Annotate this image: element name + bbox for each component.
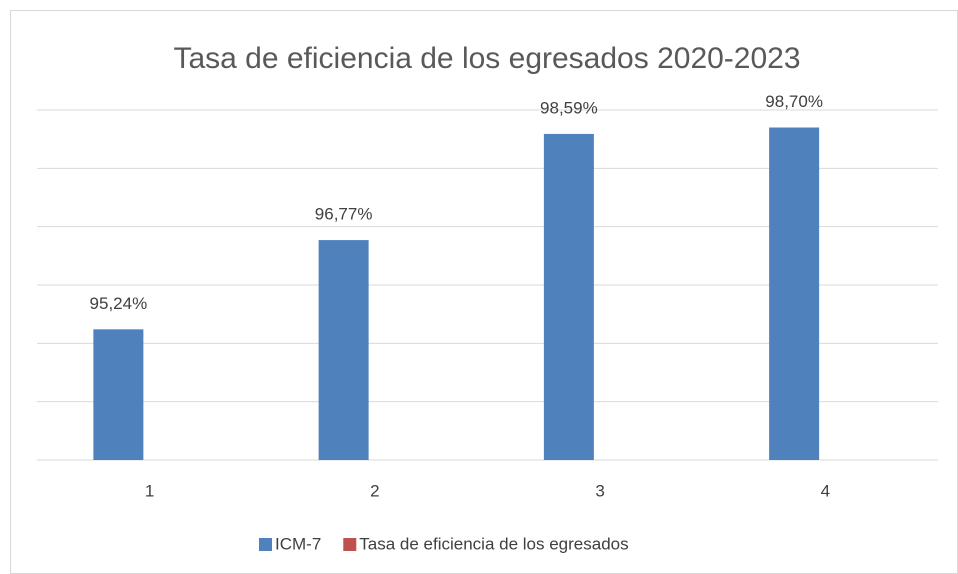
legend-swatch [259,538,272,551]
legend-swatch [343,538,357,551]
x-tick-label: 2 [370,481,379,500]
legend-label: ICM-7 [275,534,321,553]
bar [93,329,144,460]
bar [769,127,820,460]
data-label: 95,24% [90,294,148,313]
x-tick-label: 1 [145,481,154,500]
data-label: 98,70% [765,92,823,111]
bar [543,133,594,460]
chart-title: Tasa de eficiencia de los egresados 2020… [173,42,800,75]
data-label: 96,77% [315,205,373,224]
data-label: 98,59% [540,98,598,117]
bar [318,240,369,460]
x-tick-label: 4 [821,481,830,500]
legend-label: Tasa de eficiencia de los egresados [359,534,628,553]
x-tick-label: 3 [595,481,604,500]
